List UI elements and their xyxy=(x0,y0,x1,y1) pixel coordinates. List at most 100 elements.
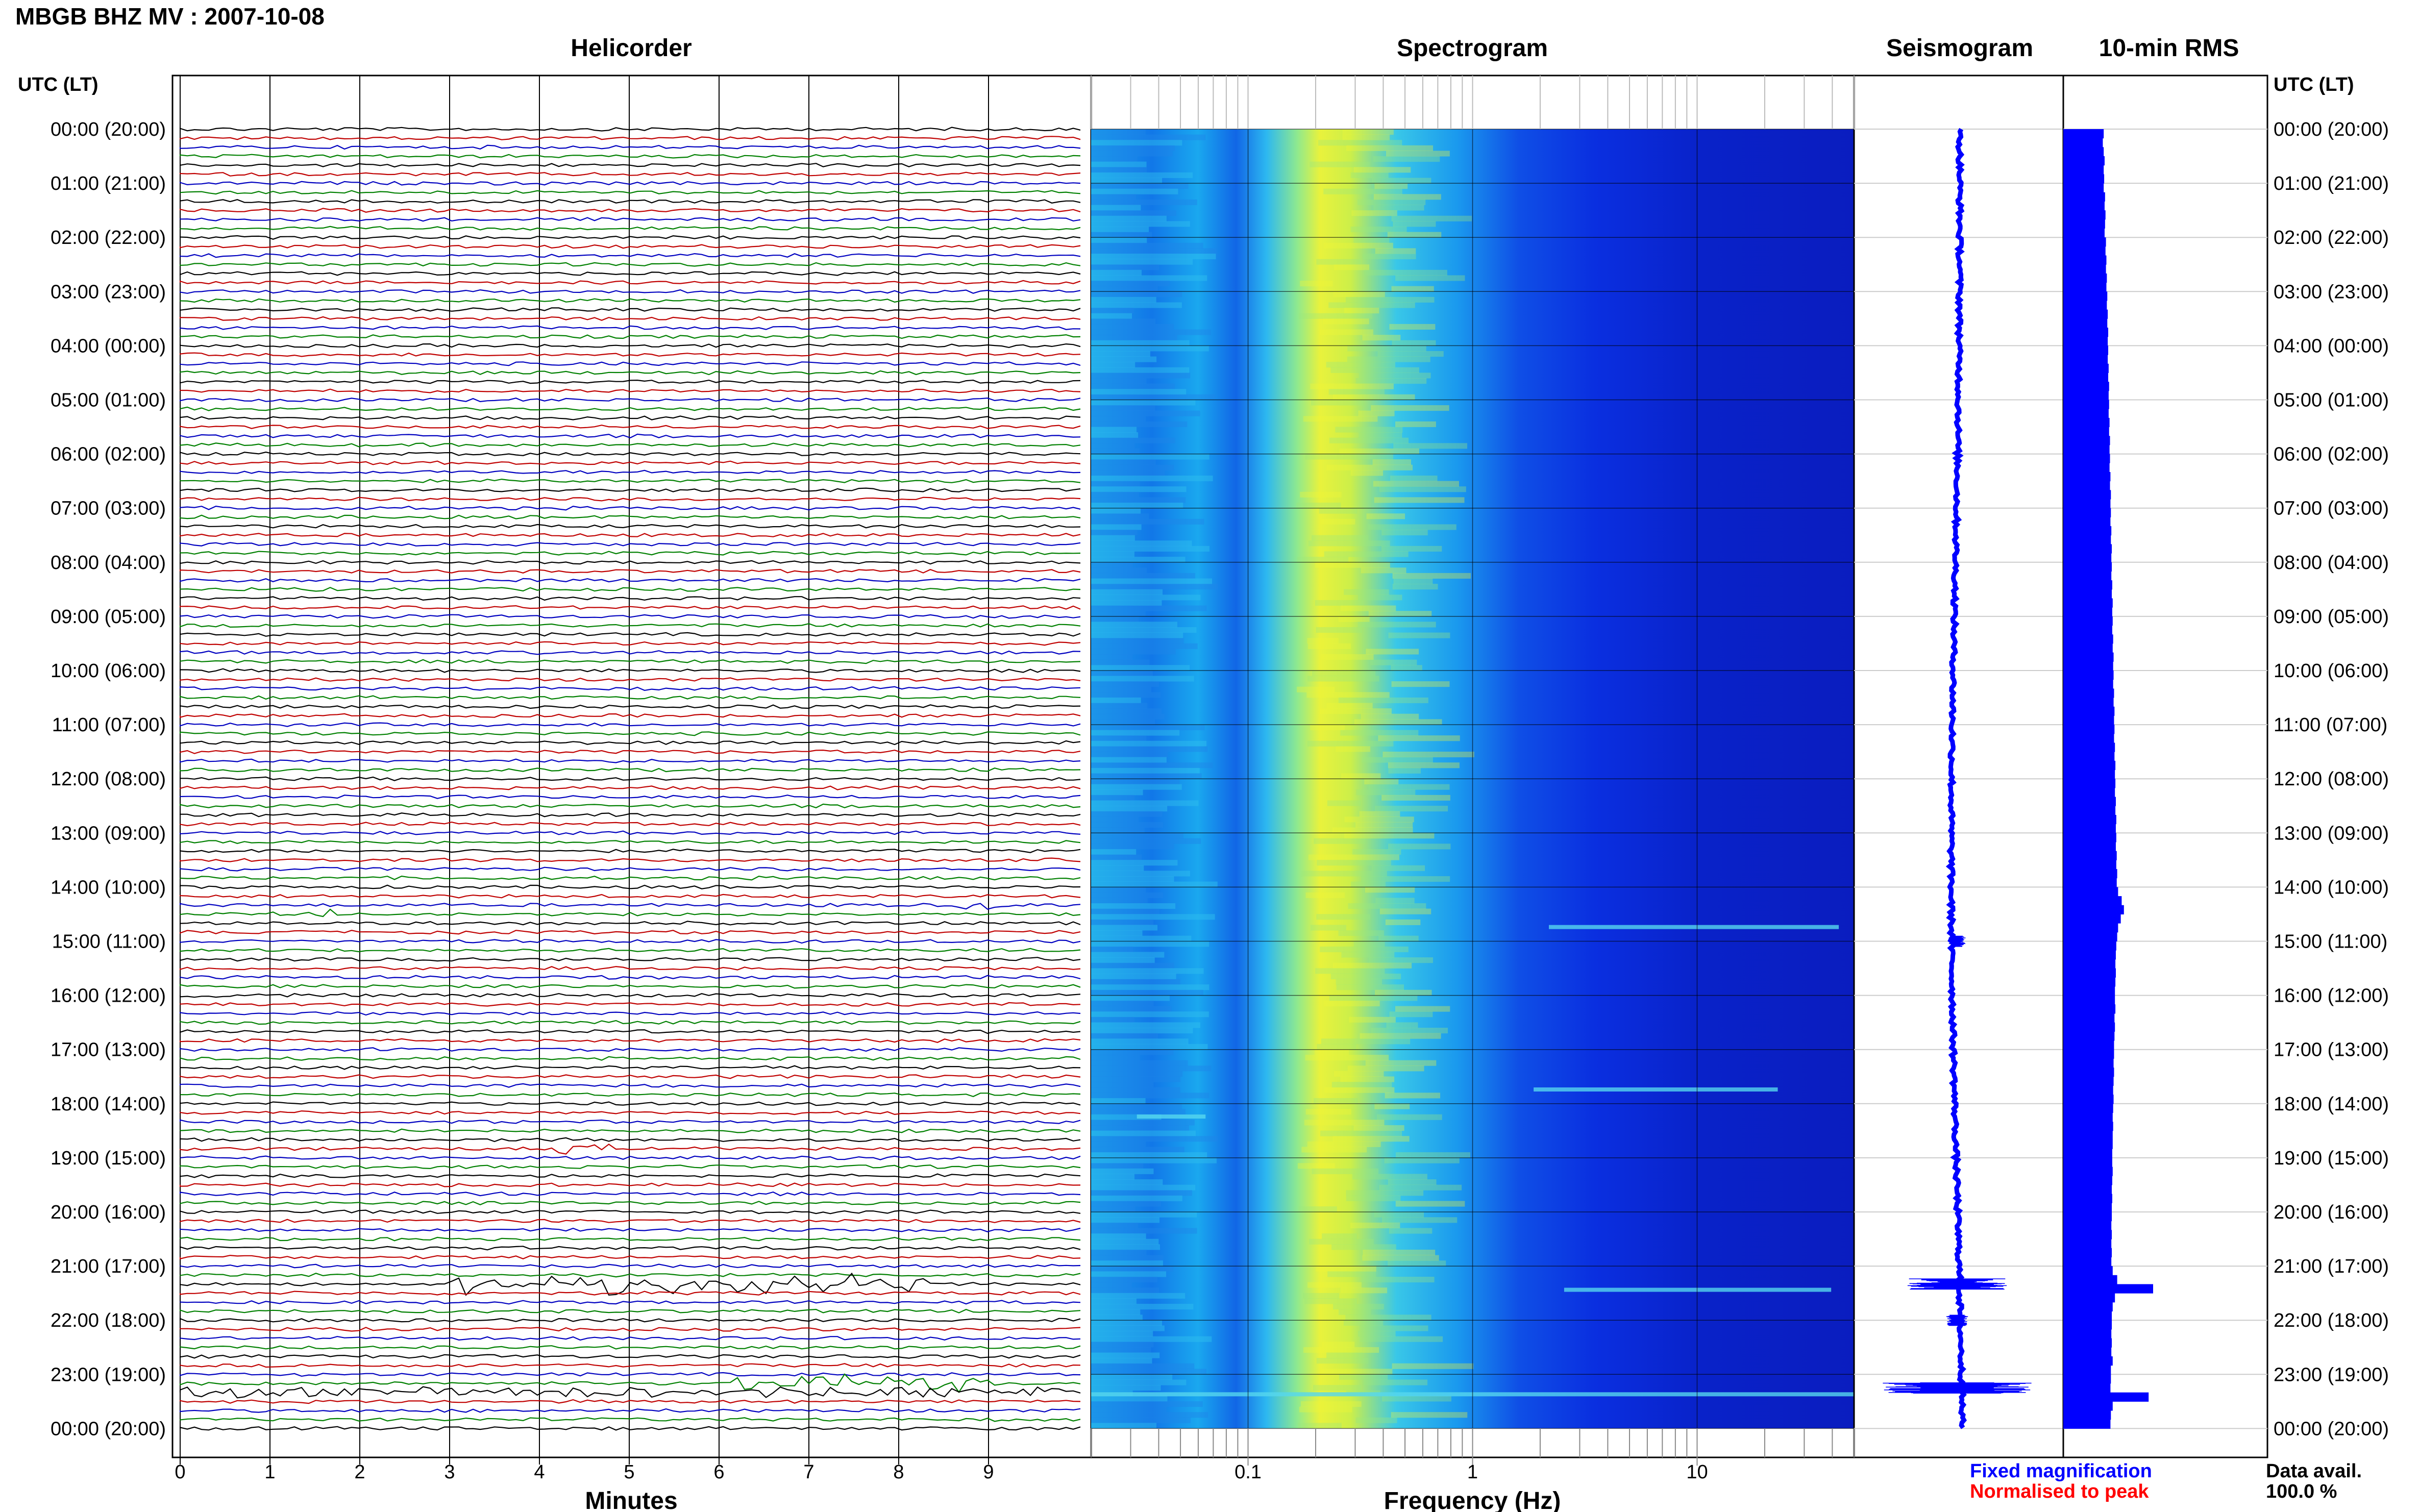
rms-bar xyxy=(2063,1311,2112,1321)
spectrogram-row xyxy=(1091,259,1193,265)
time-label-right: 02:00 (22:00) xyxy=(2274,227,2389,249)
helicorder-trace xyxy=(179,767,1081,773)
helicorder-trace xyxy=(179,1083,1081,1088)
spectrogram-band xyxy=(1358,410,1395,416)
spectrogram-band xyxy=(1322,1233,1357,1240)
helicorder-trace xyxy=(179,704,1081,709)
seismogram-panel xyxy=(1853,75,2064,1458)
spectrogram-row xyxy=(1091,876,1174,882)
rms-bar xyxy=(2063,833,2116,842)
spectrogram-band xyxy=(1389,1228,1433,1234)
spectrogram-row xyxy=(1091,226,1149,233)
spectrogram-row xyxy=(1091,470,1165,476)
minute-tick-label: 8 xyxy=(893,1461,904,1483)
rms-bar xyxy=(2063,1122,2113,1131)
helicorder-trace xyxy=(179,930,1081,935)
spectrogram-title: Spectrogram xyxy=(1397,35,1548,62)
helicorder-trace xyxy=(179,415,1081,420)
spectrogram-band xyxy=(1379,908,1431,914)
helicorder-trace xyxy=(179,460,1081,465)
helicorder-trace xyxy=(179,1173,1081,1178)
spectrogram-row xyxy=(1091,1217,1160,1223)
rms-bar xyxy=(2063,995,2115,1005)
spectrogram-band xyxy=(1340,605,1396,611)
rms-bar xyxy=(2063,373,2108,382)
helicorder-trace xyxy=(179,208,1081,213)
helicorder-trace xyxy=(179,659,1081,664)
helicorder-trace xyxy=(179,1426,1081,1431)
rms-bar xyxy=(2063,941,2116,951)
spectrogram-row xyxy=(1091,632,1183,638)
rms-bar xyxy=(2063,264,2106,274)
spectrogram-band xyxy=(1351,881,1386,887)
spectrogram-band xyxy=(1383,751,1474,758)
rms-bar xyxy=(2063,806,2116,815)
rms-bar xyxy=(2063,1302,2113,1312)
rms-bar xyxy=(2063,950,2116,960)
rms-bar xyxy=(2063,779,2116,788)
spectrogram-band xyxy=(1304,1120,1385,1126)
spectrogram-row xyxy=(1091,854,1142,860)
rms-bar xyxy=(2063,436,2110,445)
spectrogram-band xyxy=(1375,989,1432,996)
helicorder-trace xyxy=(180,1092,1081,1097)
spectrogram-row xyxy=(1091,443,1135,449)
time-label-left: 13:00 (09:00) xyxy=(51,823,166,844)
spectrogram-row xyxy=(1091,1076,1181,1082)
helicorder-trace xyxy=(179,1272,1081,1296)
rms-bar xyxy=(2063,1130,2113,1141)
rms-bar xyxy=(2063,345,2108,355)
spectrogram-row xyxy=(1091,448,1140,454)
spectrogram-band xyxy=(1378,735,1460,741)
spectrogram-row xyxy=(1091,1125,1189,1131)
spectrogram-row xyxy=(1091,767,1200,774)
minute-tick-label: 7 xyxy=(803,1461,814,1483)
spectrogram-band xyxy=(1308,854,1399,860)
spectrogram-row xyxy=(1091,1152,1207,1158)
rms-bar xyxy=(2063,725,2115,734)
spectrogram-row xyxy=(1091,914,1215,920)
time-label-left: 02:00 (22:00) xyxy=(51,227,166,249)
rms-bar xyxy=(2063,444,2110,455)
spectrogram-band xyxy=(1382,1396,1451,1402)
helicorder-trace xyxy=(179,776,1081,781)
spectrogram-band xyxy=(1311,535,1369,541)
spectrogram-row xyxy=(1091,167,1147,173)
rms-bar xyxy=(2063,1004,2116,1014)
rms-bar xyxy=(2063,273,2107,283)
helicorder-trace xyxy=(179,1047,1081,1052)
helicorder-trace xyxy=(179,722,1081,727)
spectrogram-row xyxy=(1091,881,1218,887)
spectrogram-band xyxy=(1314,1049,1349,1055)
spectrogram-band xyxy=(1335,427,1403,433)
spectrogram-row xyxy=(1091,1228,1197,1234)
spectrogram-row xyxy=(1091,860,1178,866)
helicorder-trace xyxy=(179,127,1081,132)
rms-bar xyxy=(2063,733,2114,743)
time-label-right: 23:00 (19:00) xyxy=(2274,1364,2389,1385)
spectrogram-row xyxy=(1091,773,1202,779)
helicorder-trace xyxy=(179,605,1081,610)
rms-bar xyxy=(2063,760,2116,771)
spectrogram-row xyxy=(1091,562,1133,568)
spectrogram-band xyxy=(1346,296,1435,303)
rms-bar xyxy=(2063,1095,2114,1104)
spectrogram-band xyxy=(1323,188,1402,194)
rms-bar xyxy=(2063,1085,2113,1095)
spectrogram-row xyxy=(1091,291,1182,298)
helicorder-trace xyxy=(179,1101,1081,1106)
spectrogram-band xyxy=(1336,984,1404,990)
spectrogram-row xyxy=(1091,573,1195,579)
spectrogram-row xyxy=(1091,584,1218,590)
spectrogram-band xyxy=(1344,308,1379,314)
spectrogram-row xyxy=(1091,849,1137,855)
spectrogram-row xyxy=(1091,724,1205,731)
rms-title: 10-min RMS xyxy=(2099,35,2239,62)
helicorder-trace xyxy=(179,379,1081,384)
spectrogram-row xyxy=(1091,524,1142,530)
seismogram-event xyxy=(1946,1315,1968,1326)
spectrogram-band xyxy=(1347,1065,1424,1072)
spectrogram-band xyxy=(1319,508,1357,514)
rms-bar xyxy=(2063,174,2105,184)
helicorder-trace xyxy=(179,1164,1081,1170)
